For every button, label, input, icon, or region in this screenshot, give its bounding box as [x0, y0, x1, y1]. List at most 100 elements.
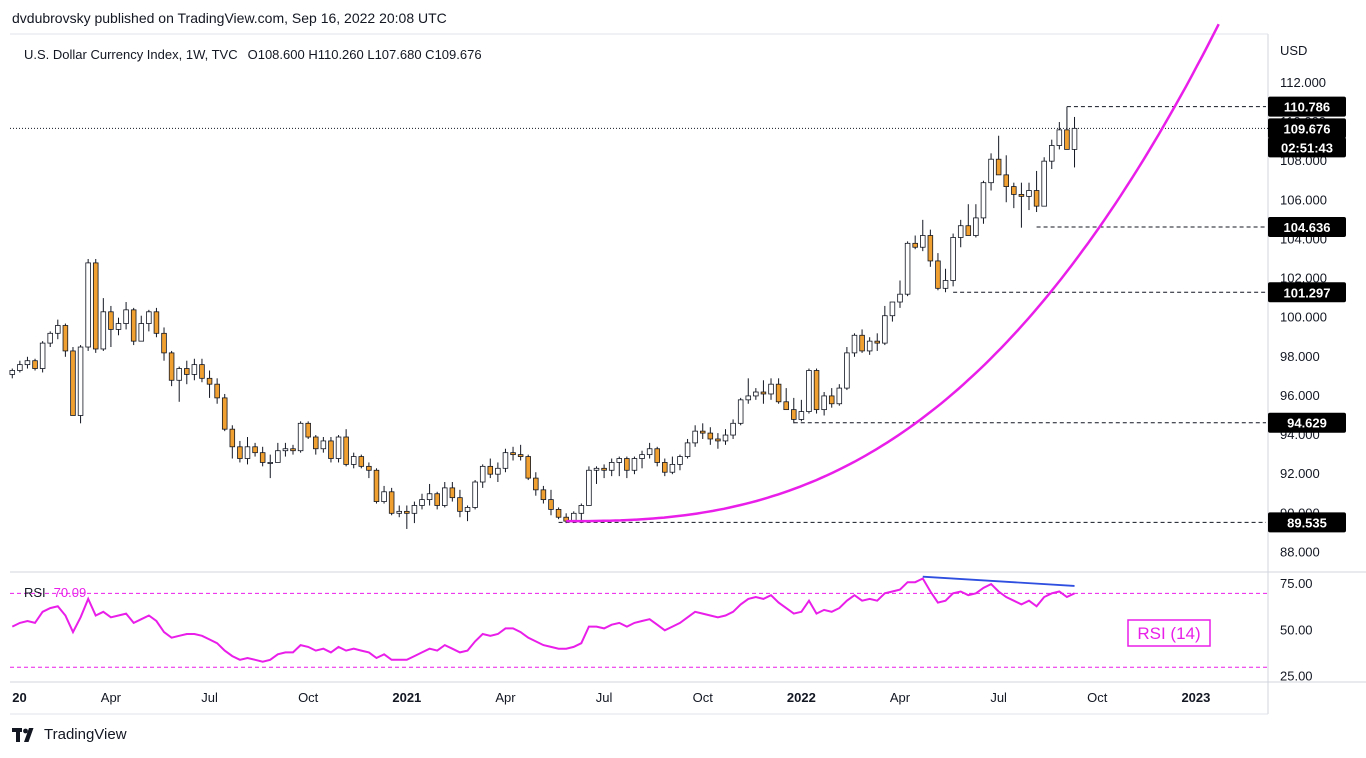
time-axis: 20 Apr Jul Oct 2021 Apr Jul Oct 2022 Apr Jul Oct 202…: [12, 690, 1210, 705]
tradingview-logo-icon: [12, 727, 34, 742]
candle-body: [153, 311, 160, 334]
candle-body: [396, 510, 402, 514]
candle-body: [889, 301, 896, 317]
candle-body: [358, 456, 365, 467]
time-tick-label: Oct: [298, 690, 319, 705]
rsi-tick-label: 50.00: [1280, 622, 1313, 637]
candle-body: [472, 481, 478, 508]
rsi-line: [11, 577, 1075, 663]
candle-body: [601, 467, 607, 471]
candle-body: [935, 260, 941, 289]
candle-body: [662, 462, 668, 473]
candle-body: [692, 430, 698, 444]
candle-body: [555, 508, 562, 518]
time-tick-label: Jul: [596, 690, 613, 705]
price-tick-label: 96.000: [1280, 388, 1320, 403]
time-tick-label: 20: [12, 690, 26, 705]
candle-body: [282, 448, 289, 452]
price-label-bg: [1268, 118, 1346, 139]
candle-body: [745, 395, 752, 401]
time-tick-label: Apr: [101, 690, 122, 705]
candle-body: [730, 422, 736, 436]
candle-body: [62, 325, 69, 352]
candle-body: [229, 428, 236, 448]
price-label-bg: [1268, 137, 1346, 158]
price-tick-label: 112.000: [1280, 75, 1326, 90]
candle-body: [411, 505, 418, 514]
candle-body: [669, 463, 676, 473]
candle-body: [32, 360, 38, 369]
candle-body: [100, 311, 107, 350]
candle-body: [920, 235, 926, 248]
candle-body: [221, 397, 228, 430]
candle-body: [138, 323, 145, 342]
candle-body: [1011, 186, 1017, 195]
rsi-indicator-label: RSI (14): [1137, 624, 1200, 643]
candle-body: [806, 370, 812, 412]
candle-body: [821, 395, 827, 411]
candle-body: [631, 458, 638, 471]
candle-body: [92, 262, 99, 350]
candle-body: [328, 440, 334, 459]
time-tick-label: Oct: [693, 690, 714, 705]
candle-body: [677, 456, 683, 465]
rsi-axis: 75.00 50.00 25.00: [1280, 576, 1313, 683]
candle-body: [244, 446, 251, 459]
candle-body: [1018, 194, 1025, 197]
candle-body: [464, 507, 471, 512]
price-label: 02:51:43: [1281, 140, 1333, 155]
candle-body: [161, 332, 167, 354]
candle-body: [495, 467, 501, 475]
time-tick-label: Jul: [990, 690, 1007, 705]
candle-body: [798, 411, 805, 420]
candle-body: [259, 452, 266, 463]
candle-body: [897, 293, 903, 303]
candle-body: [715, 438, 721, 442]
price-label: 109.676: [1284, 121, 1331, 136]
candle-body: [206, 377, 213, 385]
candle-body: [851, 334, 858, 354]
candles: [9, 106, 1078, 529]
candle-body: [275, 450, 281, 463]
candle-body: [859, 334, 865, 352]
candle-body: [335, 436, 342, 459]
candle-body: [563, 516, 569, 522]
rsi-tick-label: 25.00: [1280, 668, 1313, 683]
candle-body: [9, 370, 16, 375]
candle-body: [252, 446, 258, 454]
candle-body: [639, 454, 645, 459]
candle-body: [882, 315, 888, 344]
candle-body: [927, 235, 934, 262]
candle-body: [593, 467, 600, 471]
candle-body: [237, 446, 243, 459]
candle-body: [130, 309, 137, 342]
candle-body: [548, 499, 554, 510]
price-label: 94.629: [1287, 416, 1327, 431]
candle-body: [866, 340, 873, 352]
price-label: 101.297: [1284, 285, 1331, 300]
symbol-legend: U.S. Dollar Currency Index, 1W, TVC O108.…: [24, 47, 482, 62]
candle-body: [1041, 160, 1047, 207]
candle-body: [753, 391, 759, 397]
candle-body: [17, 364, 23, 371]
tradingview-footer[interactable]: TradingView: [12, 726, 127, 743]
symbol-name: U.S. Dollar Currency Index, 1W, TVC: [24, 47, 238, 62]
candle-body: [775, 383, 782, 403]
time-tick-label: Apr: [890, 690, 911, 705]
candle-body: [85, 262, 91, 348]
candle-body: [1064, 129, 1070, 150]
candle-body: [313, 436, 319, 450]
candle-body: [517, 454, 524, 457]
candle-body: [1071, 127, 1078, 150]
candle-body: [115, 323, 122, 330]
price-label-bg: [1268, 512, 1346, 533]
rsi-legend: RSI 70.09: [24, 585, 86, 600]
candle-body: [844, 352, 850, 389]
rsi-pane: 75.00 50.00 25.00 RSI 70.09 RSI (14): [10, 575, 1313, 683]
candle-body: [381, 491, 387, 502]
candle-body: [168, 352, 175, 381]
candle-body: [624, 458, 630, 471]
candle-body: [791, 409, 797, 420]
price-tick-label: 92.000: [1280, 466, 1320, 481]
